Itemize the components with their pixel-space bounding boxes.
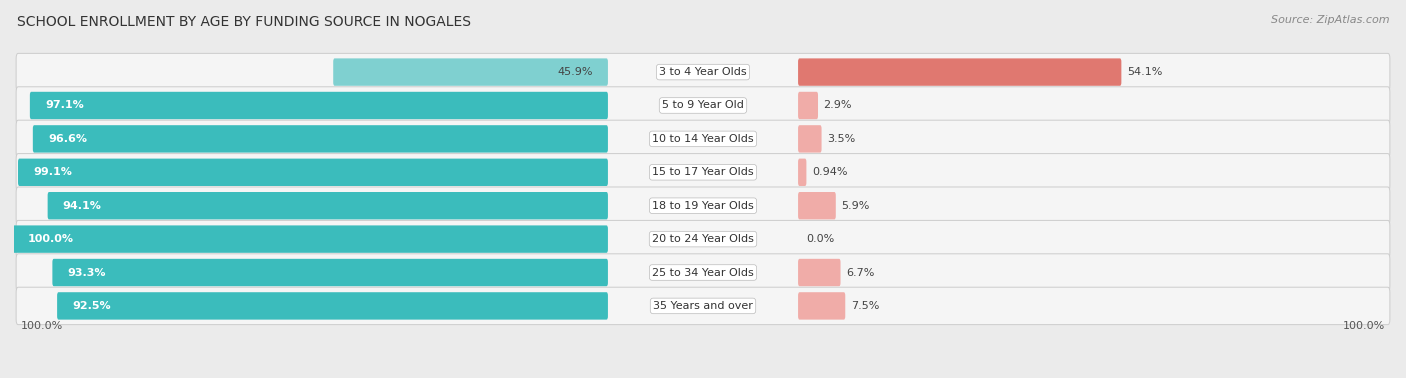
FancyBboxPatch shape bbox=[15, 153, 1391, 191]
Text: 35 Years and over: 35 Years and over bbox=[652, 301, 754, 311]
Text: 3.5%: 3.5% bbox=[827, 134, 855, 144]
FancyBboxPatch shape bbox=[15, 120, 1391, 158]
Text: 97.1%: 97.1% bbox=[45, 101, 84, 110]
Text: 5.9%: 5.9% bbox=[841, 201, 870, 211]
FancyBboxPatch shape bbox=[15, 254, 1391, 291]
FancyBboxPatch shape bbox=[15, 220, 1391, 258]
Text: 100.0%: 100.0% bbox=[28, 234, 75, 244]
Text: 0.94%: 0.94% bbox=[811, 167, 848, 177]
FancyBboxPatch shape bbox=[333, 58, 607, 86]
Text: 0.0%: 0.0% bbox=[807, 234, 835, 244]
Text: 94.1%: 94.1% bbox=[63, 201, 101, 211]
FancyBboxPatch shape bbox=[15, 287, 1391, 325]
Text: 2.9%: 2.9% bbox=[824, 101, 852, 110]
Text: 20 to 24 Year Olds: 20 to 24 Year Olds bbox=[652, 234, 754, 244]
FancyBboxPatch shape bbox=[30, 92, 607, 119]
FancyBboxPatch shape bbox=[58, 292, 607, 320]
Text: 93.3%: 93.3% bbox=[67, 268, 105, 277]
Text: 100.0%: 100.0% bbox=[1343, 321, 1385, 331]
FancyBboxPatch shape bbox=[15, 53, 1391, 91]
Text: 92.5%: 92.5% bbox=[72, 301, 111, 311]
FancyBboxPatch shape bbox=[48, 192, 607, 219]
FancyBboxPatch shape bbox=[799, 159, 807, 186]
Text: 5 to 9 Year Old: 5 to 9 Year Old bbox=[662, 101, 744, 110]
Text: 54.1%: 54.1% bbox=[1126, 67, 1163, 77]
FancyBboxPatch shape bbox=[799, 125, 821, 153]
FancyBboxPatch shape bbox=[15, 87, 1391, 124]
Text: SCHOOL ENROLLMENT BY AGE BY FUNDING SOURCE IN NOGALES: SCHOOL ENROLLMENT BY AGE BY FUNDING SOUR… bbox=[17, 15, 471, 29]
Text: 96.6%: 96.6% bbox=[48, 134, 87, 144]
FancyBboxPatch shape bbox=[799, 58, 1122, 86]
Text: 99.1%: 99.1% bbox=[34, 167, 72, 177]
Text: 3 to 4 Year Olds: 3 to 4 Year Olds bbox=[659, 67, 747, 77]
Text: Source: ZipAtlas.com: Source: ZipAtlas.com bbox=[1271, 15, 1389, 25]
Text: 15 to 17 Year Olds: 15 to 17 Year Olds bbox=[652, 167, 754, 177]
Text: 45.9%: 45.9% bbox=[557, 67, 593, 77]
Text: 10 to 14 Year Olds: 10 to 14 Year Olds bbox=[652, 134, 754, 144]
Text: 100.0%: 100.0% bbox=[21, 321, 63, 331]
FancyBboxPatch shape bbox=[15, 187, 1391, 225]
FancyBboxPatch shape bbox=[18, 159, 607, 186]
FancyBboxPatch shape bbox=[799, 192, 835, 219]
Text: 7.5%: 7.5% bbox=[851, 301, 879, 311]
FancyBboxPatch shape bbox=[799, 92, 818, 119]
FancyBboxPatch shape bbox=[32, 125, 607, 153]
FancyBboxPatch shape bbox=[52, 259, 607, 286]
FancyBboxPatch shape bbox=[799, 259, 841, 286]
Text: 25 to 34 Year Olds: 25 to 34 Year Olds bbox=[652, 268, 754, 277]
Text: 6.7%: 6.7% bbox=[846, 268, 875, 277]
FancyBboxPatch shape bbox=[799, 292, 845, 320]
FancyBboxPatch shape bbox=[13, 225, 607, 253]
Text: 18 to 19 Year Olds: 18 to 19 Year Olds bbox=[652, 201, 754, 211]
